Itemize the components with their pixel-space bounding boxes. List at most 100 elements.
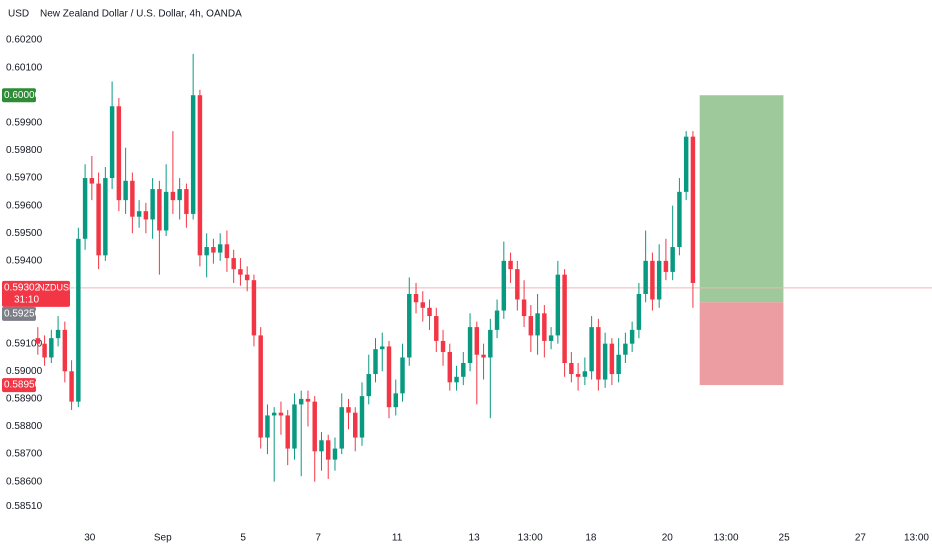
candle-body bbox=[407, 293, 412, 358]
candle-body bbox=[569, 362, 574, 375]
candle-body bbox=[535, 313, 540, 336]
candle-body bbox=[89, 178, 95, 184]
candle-body bbox=[494, 310, 500, 330]
price-badge-label: 0.59250 bbox=[4, 309, 41, 320]
candle-body bbox=[69, 371, 74, 402]
candle-body bbox=[663, 260, 669, 272]
candle-body bbox=[35, 338, 41, 344]
candle-body bbox=[123, 180, 128, 201]
candle-body bbox=[184, 189, 189, 214]
candle-body bbox=[55, 329, 61, 339]
candle-body bbox=[629, 329, 635, 344]
x-tick-label: 27 bbox=[855, 533, 867, 544]
price-badge bbox=[2, 306, 36, 321]
candle-body bbox=[413, 293, 419, 303]
candle-body bbox=[42, 343, 47, 358]
candle-body bbox=[143, 211, 149, 220]
price-badge-label: 0.60000 bbox=[4, 90, 41, 101]
x-tick-label: 11 bbox=[392, 533, 403, 544]
candle-body bbox=[204, 247, 209, 256]
y-tick-label: 0.59400 bbox=[6, 256, 43, 267]
candle-body bbox=[434, 316, 439, 341]
candle-body bbox=[278, 412, 284, 416]
candle-body bbox=[76, 238, 81, 402]
candle-body bbox=[474, 327, 480, 355]
candle-body bbox=[305, 398, 311, 402]
currency-label: USD bbox=[8, 9, 29, 20]
candle-body bbox=[339, 407, 344, 449]
price-badge bbox=[2, 280, 70, 307]
y-tick-label: 0.59900 bbox=[6, 117, 43, 128]
candle-body bbox=[177, 189, 182, 201]
y-tick-label: 0.58600 bbox=[6, 476, 43, 487]
chart-title: New Zealand Dollar / U.S. Dollar, 4h, OA… bbox=[40, 9, 242, 20]
candle-body bbox=[656, 260, 662, 300]
candle-body bbox=[109, 106, 115, 179]
candle-body bbox=[501, 260, 507, 311]
price-badge-label: 0.58950 bbox=[4, 380, 41, 391]
y-tick-label: 0.59700 bbox=[6, 173, 43, 184]
candle-body bbox=[690, 136, 696, 283]
candle-body bbox=[271, 412, 277, 416]
candle-body bbox=[265, 415, 270, 438]
candle-body bbox=[650, 260, 655, 300]
candle-body bbox=[238, 269, 243, 275]
candle-body bbox=[380, 346, 385, 350]
candle-body bbox=[481, 354, 486, 358]
candle-body bbox=[596, 327, 601, 380]
candle-body bbox=[447, 351, 453, 383]
candle-body bbox=[163, 191, 169, 231]
candle-body bbox=[258, 335, 263, 438]
y-tick-label: 0.60100 bbox=[6, 62, 43, 73]
candle-body bbox=[170, 191, 176, 201]
candle-body bbox=[224, 244, 230, 259]
price-badge-label: 0.59302 bbox=[4, 283, 41, 294]
candle-body bbox=[130, 180, 135, 217]
y-tick-label: 0.58900 bbox=[6, 394, 43, 405]
x-tick-label: 18 bbox=[585, 533, 597, 544]
profit-zone bbox=[699, 95, 784, 303]
candle-body bbox=[555, 274, 561, 336]
loss-zone bbox=[699, 302, 784, 386]
candle-body bbox=[312, 401, 317, 452]
candle-body bbox=[548, 335, 554, 341]
x-tick-label: 13:00 bbox=[904, 533, 929, 544]
candle-body bbox=[353, 412, 358, 438]
y-tick-label: 0.59100 bbox=[6, 338, 43, 349]
candle-body bbox=[677, 191, 682, 248]
candle-body bbox=[217, 244, 223, 253]
candle-body bbox=[670, 247, 675, 272]
candle-body bbox=[643, 260, 648, 294]
candle-body bbox=[211, 247, 216, 253]
y-tick-label: 0.59000 bbox=[6, 366, 43, 377]
candle-body bbox=[528, 316, 534, 336]
candle-body bbox=[400, 357, 405, 394]
candle-body bbox=[136, 211, 142, 217]
candle-body bbox=[683, 136, 689, 192]
y-tick-label: 0.58510 bbox=[6, 501, 43, 512]
candle-body bbox=[636, 293, 642, 330]
candle-body bbox=[427, 307, 432, 317]
y-tick-label: 0.58800 bbox=[6, 421, 43, 432]
candle-body bbox=[508, 260, 513, 270]
candle-body bbox=[319, 440, 324, 452]
candle-body bbox=[197, 95, 203, 256]
price-badge bbox=[2, 88, 36, 103]
candle-body bbox=[562, 274, 567, 363]
candle-body bbox=[393, 393, 398, 408]
candle-body bbox=[103, 178, 108, 256]
candle-body bbox=[467, 327, 473, 363]
candle-body bbox=[298, 398, 304, 405]
candle-body bbox=[366, 374, 371, 397]
candle-body bbox=[231, 258, 236, 270]
candle-body bbox=[515, 269, 520, 300]
x-tick-label: 13 bbox=[469, 533, 481, 544]
candle-body bbox=[251, 280, 257, 336]
candle-body bbox=[116, 106, 122, 201]
price-badge-symbol: NZDUSD bbox=[38, 282, 76, 292]
candle-body bbox=[440, 340, 446, 352]
candle-body bbox=[488, 329, 493, 358]
candle-body bbox=[454, 376, 459, 383]
x-tick-label: Sep bbox=[154, 533, 172, 544]
